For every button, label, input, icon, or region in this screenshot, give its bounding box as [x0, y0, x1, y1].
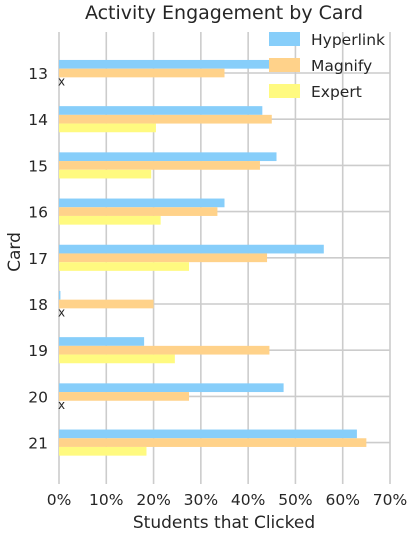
- y-tick-label: 15: [28, 157, 48, 175]
- bar-hyperlink-21: [59, 429, 357, 439]
- missing-marker: x: [58, 398, 65, 412]
- x-tick-label: 30%: [184, 491, 218, 509]
- bar-hyperlink-16: [59, 198, 225, 208]
- x-tick-label: 10%: [89, 491, 123, 509]
- y-tick-labels: 13 14 15 16 17 18 19 20 21: [28, 65, 48, 453]
- bar-magnify-19: [59, 345, 270, 355]
- y-tick-label: 17: [28, 250, 48, 268]
- y-tick-label: 14: [28, 111, 48, 129]
- bar-magnify-20: [59, 392, 190, 401]
- bar-magnify-15: [59, 161, 260, 170]
- x-tick-label: 40%: [231, 491, 265, 509]
- bar-magnify-17: [59, 253, 268, 263]
- x-tick-label: 60%: [325, 491, 359, 509]
- bar-expert-14: [59, 123, 156, 133]
- legend-swatch: [269, 58, 300, 72]
- y-axis-label: Card: [5, 232, 25, 272]
- legend-swatch: [269, 84, 300, 98]
- x-tick-label: 20%: [136, 491, 170, 509]
- legend-label: Hyperlink: [311, 31, 385, 49]
- bar-expert-17: [59, 262, 190, 271]
- y-tick-label: 19: [28, 342, 48, 360]
- legend-swatch: [269, 32, 300, 46]
- x-tick-label: 50%: [278, 491, 312, 509]
- x-axis-label: Students that Clicked: [133, 513, 315, 533]
- bar-magnify-16: [59, 207, 218, 216]
- bar-expert-15: [59, 169, 152, 179]
- bar-expert-19: [59, 354, 175, 364]
- x-tick-label: 70%: [373, 491, 407, 509]
- bar-hyperlink-18: [59, 290, 61, 300]
- bar-hyperlink-14: [59, 106, 263, 115]
- y-tick-label: 16: [28, 204, 48, 222]
- x-tick-label: 0%: [47, 491, 72, 509]
- y-tick-label: 18: [28, 296, 48, 314]
- bar-hyperlink-19: [59, 337, 145, 346]
- bar-hyperlink-17: [59, 244, 324, 254]
- bar-magnify-14: [59, 114, 272, 124]
- x-tick-labels: 0% 10% 20% 30% 40% 50% 60% 70%: [47, 491, 408, 509]
- bar-expert-16: [59, 215, 161, 225]
- y-tick-label: 13: [28, 65, 48, 83]
- chart-title: Activity Engagement by Card: [85, 2, 363, 24]
- y-tick-label: 20: [28, 388, 48, 406]
- bar-magnify-18: [59, 299, 154, 309]
- legend-label: Magnify: [311, 57, 372, 75]
- bar-hyperlink-15: [59, 152, 277, 162]
- bar-magnify-21: [59, 438, 367, 447]
- bar-expert-21: [59, 446, 147, 456]
- y-tick-label: 21: [28, 435, 48, 453]
- missing-marker: x: [58, 75, 65, 89]
- bar-magnify-13: [59, 68, 225, 78]
- bar-hyperlink-13: [59, 59, 279, 69]
- missing-marker: x: [58, 306, 65, 320]
- legend: Hyperlink Magnify Expert: [269, 31, 385, 101]
- legend-label: Expert: [311, 83, 362, 101]
- bars: x x x: [58, 59, 367, 456]
- bar-hyperlink-20: [59, 383, 284, 393]
